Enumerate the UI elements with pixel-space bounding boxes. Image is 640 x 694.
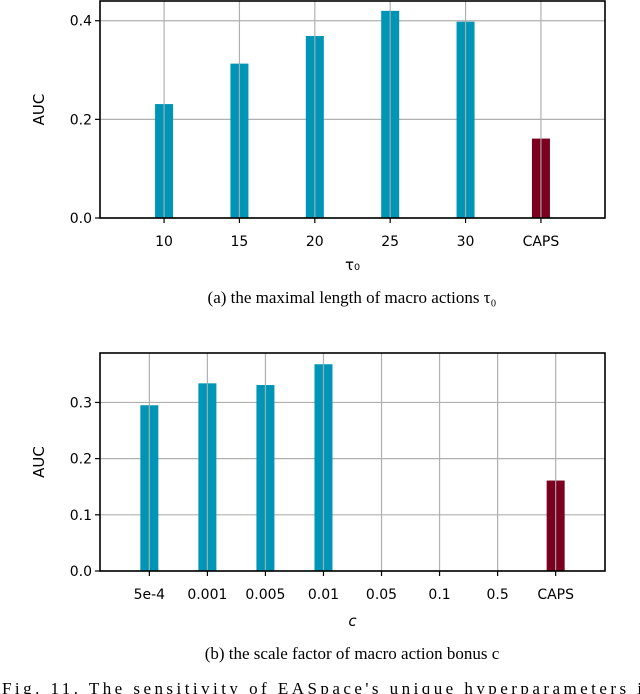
- x-tick-label: 25: [381, 234, 399, 250]
- x-tick-label: 0.001: [187, 587, 227, 603]
- x-tick-label: 0.05: [366, 587, 397, 603]
- x-tick-label: 0.5: [486, 587, 508, 603]
- y-axis-label: AUC: [30, 94, 48, 126]
- x-tick-label: 0.1: [428, 587, 450, 603]
- chart-b: 5e-4 0.001 0.005 0.01 0.05 0.1 0.5 CAPS 0.0 0.1 0.…: [30, 352, 606, 630]
- x-tick-label: 30: [457, 234, 475, 250]
- x-axis-label: c: [348, 612, 357, 630]
- x-tick-label: CAPS: [523, 234, 560, 250]
- plot-frame: [99, 0, 606, 219]
- y-tick-label: 0.4: [70, 14, 92, 30]
- x-axis-label: τ₀: [345, 256, 360, 274]
- chart-a: 10 15 20 25 30 CAPS 0.0 0.2 0.4 τ₀ AUC: [30, 0, 606, 274]
- caption-b: (b) the scale factor of macro action bon…: [205, 644, 500, 663]
- x-tick-label: 5e-4: [134, 587, 166, 603]
- y-tick-label: 0.0: [70, 564, 92, 580]
- y-tick-label: 0.3: [70, 395, 92, 411]
- x-tick-label: 15: [231, 234, 249, 250]
- caption-a: (a) the maximal length of macro actions …: [208, 288, 497, 307]
- plot-frame: [99, 352, 606, 572]
- figure-caption: Fig. 11. The sensitivity of EASpace's un…: [2, 679, 640, 694]
- y-tick-label: 0.1: [70, 508, 92, 524]
- y-tick-label: 0.2: [70, 452, 92, 468]
- x-tick-label: 20: [306, 234, 324, 250]
- x-tick-label: CAPS: [537, 587, 574, 603]
- x-tick-label: 10: [155, 234, 173, 250]
- y-tick-label: 0.2: [70, 112, 92, 128]
- y-tick-label: 0.0: [70, 211, 92, 227]
- x-tick-label: 0.005: [245, 587, 285, 603]
- y-axis-label: AUC: [30, 446, 48, 478]
- x-tick-label: 0.01: [308, 587, 339, 603]
